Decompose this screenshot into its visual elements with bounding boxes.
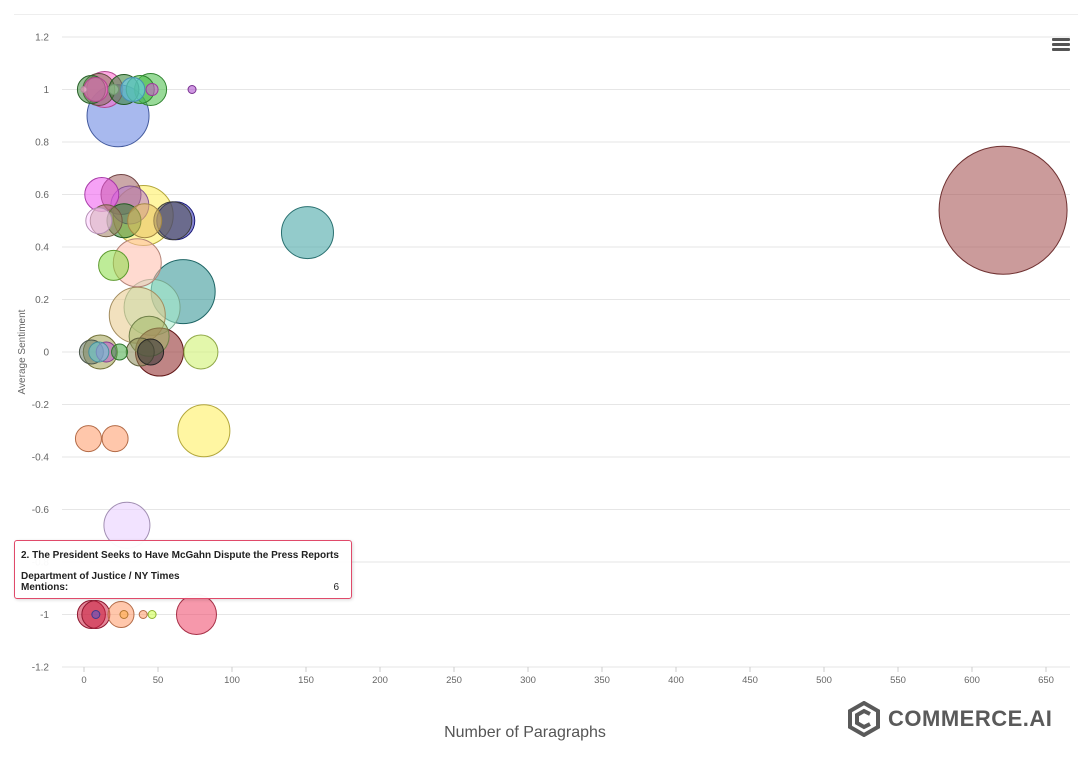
bubble-point[interactable] [177,404,231,458]
tooltip-metric-label: Mentions: [21,582,69,593]
y-tick-label: 0.6 [35,190,49,201]
y-tick-label: -1.2 [32,663,50,674]
y-tick-label: 1.2 [35,33,49,44]
tooltip-metric-value: 6 [333,582,339,593]
x-tick-label: 250 [446,675,462,686]
bubble-point[interactable] [120,77,146,102]
x-tick-label: 50 [153,675,164,686]
bubble-point[interactable] [280,206,334,260]
x-tick-label: 0 [81,675,86,686]
chart-menu-button[interactable] [1052,38,1070,54]
x-tick-label: 600 [964,675,980,686]
commerce-ai-logo-icon [848,701,880,737]
bubble-point[interactable] [98,249,130,281]
x-axis-title: Number of Paragraphs [444,724,606,741]
y-tick-label: -0.6 [32,505,50,516]
bubble-point[interactable] [85,207,113,235]
bubble-point[interactable] [88,341,110,363]
x-tick-label: 100 [224,675,240,686]
bubble-point[interactable] [91,610,101,619]
x-tick-label: 450 [742,675,758,686]
y-axis-title: Average Sentiment [17,309,28,394]
x-tick-label: 150 [298,675,314,686]
y-tick-label: -0.2 [32,400,50,411]
bubble-point[interactable] [111,343,129,361]
bubble-point[interactable] [119,610,129,619]
grid-lines [62,36,1070,668]
x-tick-label: 300 [520,675,536,686]
x-tick-label: 200 [372,675,388,686]
tooltip-source: Department of Justice / NY Times [21,571,180,582]
bubble-point[interactable] [175,594,217,635]
bubble-point[interactable] [187,85,197,94]
logo-text: COMMERCE.AI [888,706,1053,731]
x-tick-label: 650 [1038,675,1054,686]
bubble-point[interactable] [101,425,129,453]
bubbles [74,71,1068,635]
x-tick-label: 550 [890,675,906,686]
commerce-ai-logo: COMMERCE.AI [846,700,1052,738]
bubble-point[interactable] [80,86,88,93]
bubble-point[interactable] [138,610,148,619]
y-tick-label: 0 [43,348,49,359]
y-tick-label: 0.4 [35,243,49,254]
x-tick-label: 350 [594,675,610,686]
bubble-point[interactable] [183,334,219,370]
tooltip: 2. The President Seeks to Have McGahn Di… [14,540,352,599]
x-axis-ticks: 0 50 100 150 200 250 300 350 400 450 500 550 600 650 [81,667,1054,686]
tooltip-title: 2. The President Seeks to Have McGahn Di… [21,550,339,561]
hamburger-menu-icon [1052,38,1070,41]
bubble-point[interactable] [127,203,163,239]
y-tick-label: -0.4 [32,453,50,464]
bubble-point[interactable] [147,610,157,619]
bubble-point[interactable] [145,83,159,96]
y-tick-label: -1 [40,610,49,621]
y-tick-label: 0.2 [35,295,49,306]
x-tick-label: 400 [668,675,684,686]
bubble-point[interactable] [938,145,1068,275]
x-tick-label: 500 [816,675,832,686]
y-tick-label: 1 [43,85,49,96]
bubble-point[interactable] [108,84,120,95]
bubble-point[interactable] [137,338,165,366]
bubble-point[interactable] [74,425,102,453]
y-tick-label: 0.8 [35,138,49,149]
top-rule [14,14,1078,15]
